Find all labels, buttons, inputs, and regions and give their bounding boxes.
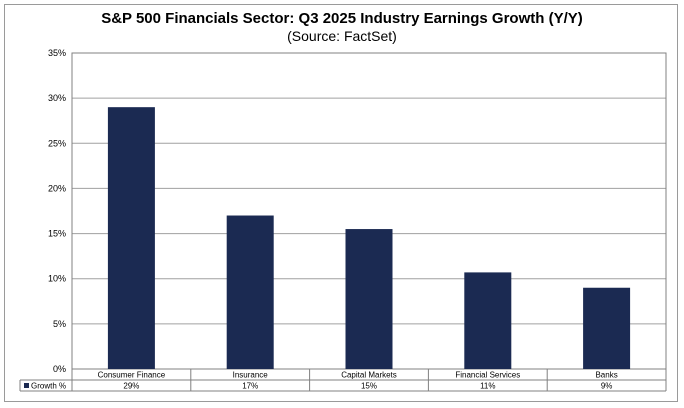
data-label: 15% xyxy=(361,382,377,391)
data-label: 9% xyxy=(601,382,613,391)
x-category-label: Consumer Finance xyxy=(98,371,166,380)
bar xyxy=(464,272,512,369)
legend-label: Growth % xyxy=(31,382,66,391)
bar xyxy=(107,107,155,370)
x-category-label: Banks xyxy=(595,371,617,380)
y-tick-label: 10% xyxy=(48,274,66,284)
x-category-label: Capital Markets xyxy=(341,371,397,380)
bar xyxy=(345,229,393,369)
legend-key xyxy=(24,383,29,388)
data-label: 11% xyxy=(480,382,495,391)
chart-title: S&P 500 Financials Sector: Q3 2025 Indus… xyxy=(101,10,583,27)
y-axis: 0% 5% 10% 15% 20% 25% 30% 35% xyxy=(48,48,66,374)
y-tick-label: 25% xyxy=(48,138,66,148)
y-tick-label: 30% xyxy=(48,93,66,103)
data-label: 29% xyxy=(123,382,139,391)
data-label: 17% xyxy=(242,382,258,391)
x-category-label: Insurance xyxy=(233,371,269,380)
y-tick-label: 5% xyxy=(53,319,66,329)
bars xyxy=(107,107,631,370)
y-tick-label: 0% xyxy=(53,364,66,374)
bar xyxy=(583,287,631,369)
x-category-label: Financial Services xyxy=(455,371,520,380)
data-table: Consumer Finance 29% Insurance 17% Capital M… xyxy=(19,369,667,392)
bar xyxy=(226,215,274,369)
y-tick-label: 15% xyxy=(48,229,66,239)
chart-subtitle: (Source: FactSet) xyxy=(287,28,397,44)
y-tick-label: 20% xyxy=(48,183,66,193)
y-tick-label: 35% xyxy=(48,48,66,58)
